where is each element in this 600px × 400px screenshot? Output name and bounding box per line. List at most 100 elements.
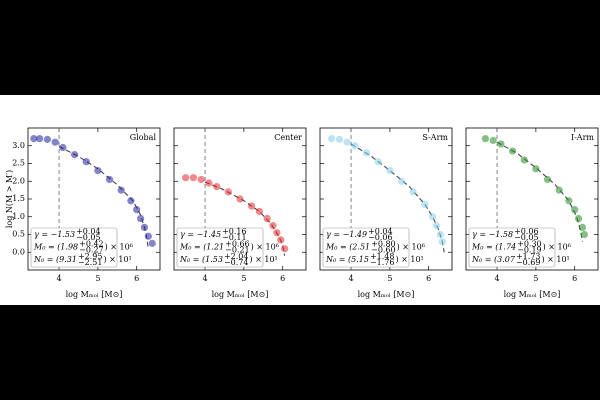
y-tick-label: 0.5 <box>12 230 25 239</box>
annotation-sup: +0.80 <box>371 240 396 249</box>
annotation-sup: +0.04 <box>76 227 101 236</box>
annotation-sub: −1.76 <box>370 258 395 267</box>
data-point <box>574 214 583 223</box>
x-tick-label: 5 <box>95 274 100 283</box>
data-point <box>520 156 528 164</box>
panel: 4 5 6 0.0 0.5 1.0 1.5 2.0 2.5 3.0 log N(M > M′) log… <box>5 127 161 299</box>
x-tick-label: 5 <box>533 274 538 283</box>
annotation-text: ) × 10⁶ <box>105 243 133 252</box>
data-point <box>351 142 359 150</box>
data-point <box>343 138 351 146</box>
annotation-sub: −0.11 <box>222 233 247 242</box>
x-tick-label: 4 <box>349 274 354 283</box>
y-tick-label: 0.0 <box>12 247 25 256</box>
data-point <box>36 135 44 143</box>
data-point <box>189 174 198 182</box>
y-axis-label: log N(M > M′) <box>5 170 14 228</box>
data-point <box>255 207 264 216</box>
y-tick-label: 3.0 <box>12 141 25 150</box>
data-point <box>409 188 417 196</box>
data-point <box>328 135 336 143</box>
data-point <box>362 149 371 157</box>
data-point <box>374 158 382 166</box>
data-point <box>273 229 281 237</box>
annotation-text: M₀ = (1.21 <box>179 243 224 252</box>
data-point <box>59 143 67 152</box>
x-tick-label: 5 <box>387 274 392 283</box>
data-point <box>555 186 563 194</box>
panel-label: Center <box>274 133 302 142</box>
panel-label: Global <box>130 133 157 142</box>
data-point <box>140 223 149 231</box>
panel: 4 5 6 log Mₘₒₗ [M⊙] I-Arm γ = −1.58 +0.06−0.05… <box>465 127 599 299</box>
data-point <box>508 147 517 155</box>
data-point <box>397 177 406 185</box>
annotation-sup: +0.42 <box>79 240 104 249</box>
data-point <box>281 245 289 253</box>
annotation-sup: +1.48 <box>370 252 395 261</box>
annotation-sub: −0.05 <box>514 233 539 242</box>
data-point <box>565 197 573 205</box>
data-point <box>497 140 505 148</box>
panel: 4 5 6 log Mₘₒₗ [M⊙] S-Arm γ = −1.49 +0.04−0.06… <box>319 127 453 299</box>
annotation-box <box>468 227 556 268</box>
data-point <box>148 239 156 247</box>
panel-label: S-Arm <box>422 133 448 142</box>
x-tick-label: 6 <box>572 274 577 283</box>
data-point <box>438 238 446 246</box>
x-axis-label: log Mₘₒₗ [M⊙] <box>504 290 561 299</box>
y-tick-label: 2.5 <box>12 159 25 168</box>
y-tick-label: 2.0 <box>12 176 25 185</box>
annotation-sup: +0.04 <box>368 227 393 236</box>
data-point <box>489 136 497 145</box>
annotation-text: ) × 10¹ <box>249 255 277 264</box>
data-point <box>205 179 213 187</box>
annotation-text: ) × 10⁶ <box>397 243 425 252</box>
data-point <box>263 214 271 223</box>
annotation-sup: +0.06 <box>514 227 539 236</box>
y-tick-label: 1.0 <box>12 212 25 221</box>
data-point <box>335 135 344 143</box>
data-point <box>277 236 285 244</box>
annotation-sup: +0.66 <box>225 240 250 249</box>
data-point <box>51 138 59 146</box>
data-point <box>248 202 256 210</box>
data-point <box>127 197 135 205</box>
data-point <box>578 223 587 231</box>
data-point <box>213 182 221 191</box>
annotation-text: N₀ = (3.07 <box>471 255 516 264</box>
annotation-text: γ = −1.49 <box>326 230 367 239</box>
annotation-sub: −0.27 <box>79 246 104 255</box>
annotation-sup: +1.73 <box>516 252 541 261</box>
x-tick-label: 4 <box>57 274 62 283</box>
annotation-text: ) × 10¹ <box>395 255 423 264</box>
annotation-sub: −0.06 <box>368 233 393 242</box>
data-point <box>428 213 437 221</box>
annotation-text: ) × 10¹ <box>103 255 131 264</box>
x-tick-label: 6 <box>280 274 285 283</box>
annotation-text: N₀ = (5.15 <box>325 255 369 264</box>
annotation-text: ) × 10¹ <box>541 255 569 264</box>
annotation-text: ) × 10⁶ <box>251 243 279 252</box>
data-point <box>43 135 52 143</box>
annotation-sub: −0.69 <box>516 258 541 267</box>
annotation-text: ) × 10⁶ <box>543 243 571 252</box>
data-point <box>94 167 102 175</box>
data-point <box>136 214 145 223</box>
x-tick-label: 5 <box>241 274 246 283</box>
x-tick-label: 4 <box>495 274 500 283</box>
annotation-sub: −0.19 <box>517 246 542 255</box>
annotation-sup: +0.30 <box>517 240 542 249</box>
data-point <box>481 135 490 143</box>
annotation-text: M₀ = (1.74 <box>471 243 516 252</box>
data-point <box>133 206 141 214</box>
annotation-text: M₀ = (2.51 <box>325 243 370 252</box>
data-point <box>144 232 152 240</box>
data-point <box>571 206 579 214</box>
data-point <box>421 200 429 208</box>
x-axis-label: log Mₘₒₗ [M⊙] <box>66 290 123 299</box>
data-point <box>543 175 552 184</box>
annotation-box <box>30 227 118 268</box>
